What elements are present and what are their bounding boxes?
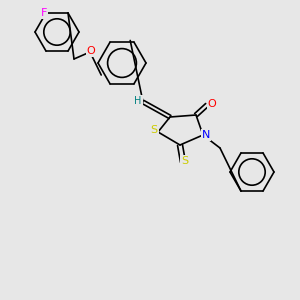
Text: O: O <box>208 99 216 109</box>
Text: H: H <box>134 96 142 106</box>
Text: N: N <box>202 130 210 140</box>
Text: F: F <box>41 8 47 18</box>
Text: S: S <box>150 125 158 135</box>
Text: O: O <box>87 46 95 56</box>
Text: S: S <box>182 156 189 166</box>
